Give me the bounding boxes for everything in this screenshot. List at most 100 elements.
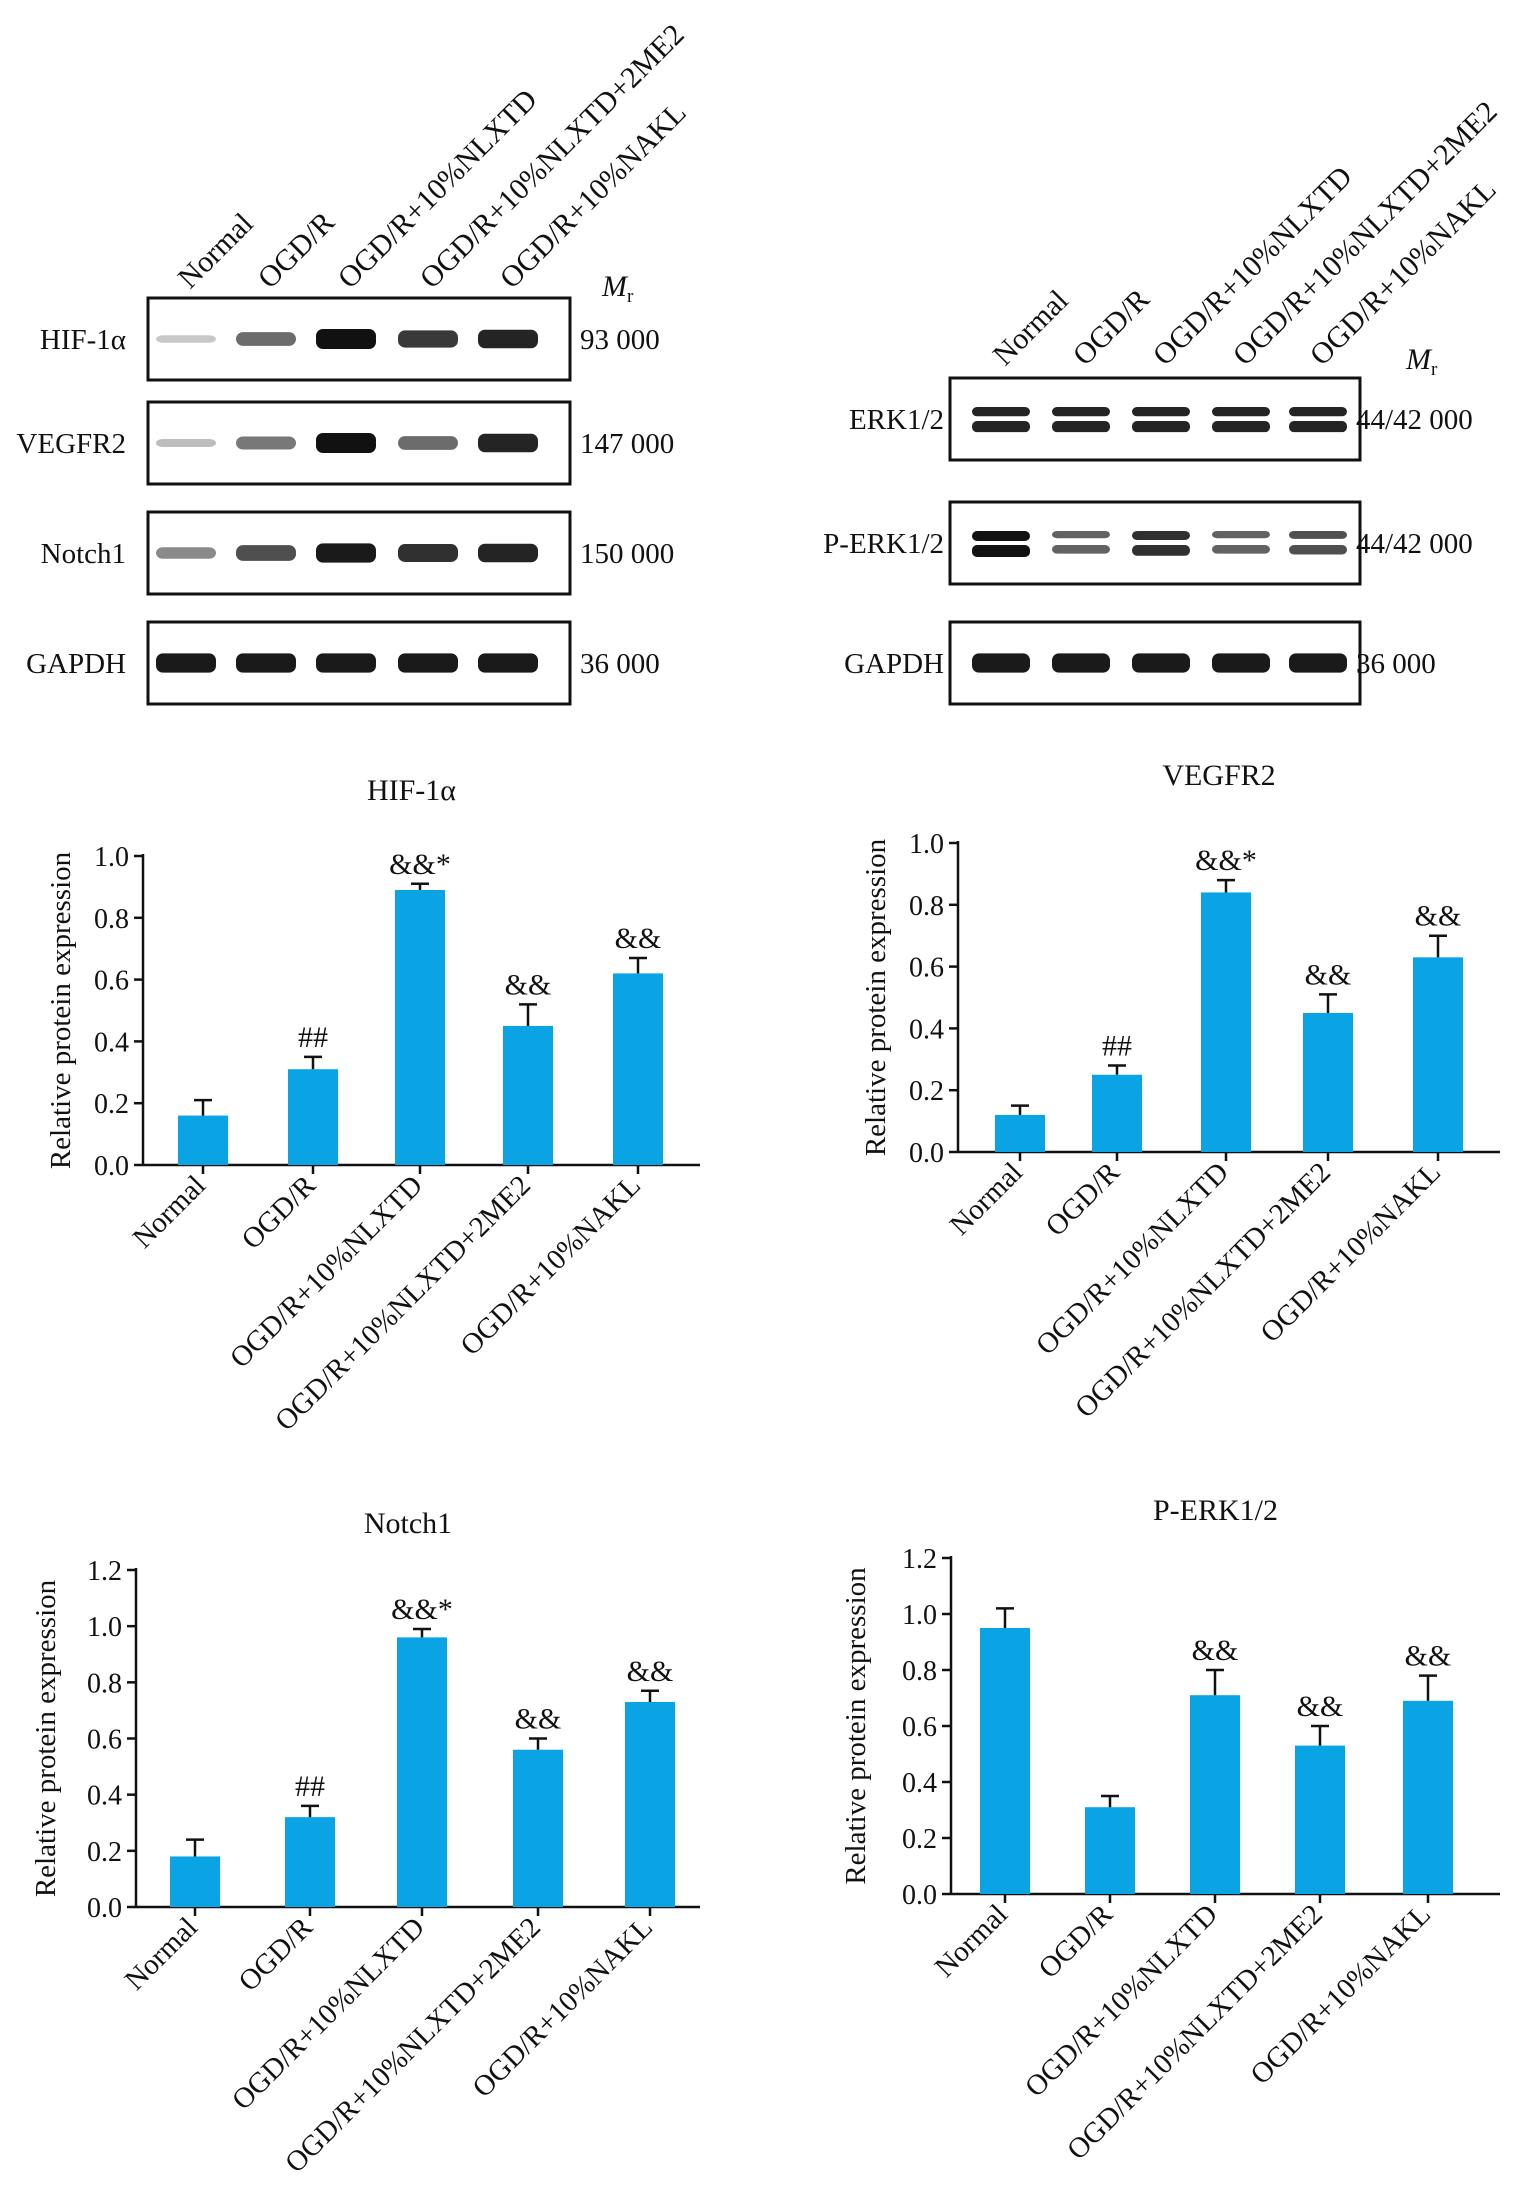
- blot-band: [478, 543, 538, 563]
- blot-band: [1289, 531, 1347, 539]
- blot-band: [316, 329, 376, 349]
- blot-band: [1212, 653, 1270, 673]
- chart-title: HIF-1α: [367, 774, 456, 807]
- molecular-weight: 36 000: [1356, 648, 1436, 680]
- significance-label: &&: [627, 1655, 674, 1688]
- y-axis-label: Relative protein expression: [30, 1579, 62, 1897]
- blot-band: [1052, 421, 1110, 433]
- bar: [285, 1817, 335, 1907]
- y-tick-label: 0.6: [94, 966, 129, 997]
- bar: [1201, 892, 1251, 1152]
- x-tick-label: OGD/R: [233, 1911, 320, 1998]
- y-axis-label: Relative protein expression: [840, 1567, 872, 1885]
- blot-row: GAPDH 36 000: [844, 620, 1436, 706]
- y-tick-label: 0.6: [909, 953, 944, 984]
- x-tick-label: OGD/R: [1033, 1898, 1120, 1985]
- y-tick-label: 0.6: [902, 1712, 937, 1743]
- y-tick-label: 0.4: [909, 1014, 944, 1045]
- blot-band: [236, 653, 296, 673]
- mr-header: Mr: [601, 270, 634, 307]
- blot-row: P-ERK1/2 44/42 000: [823, 500, 1473, 586]
- significance-label: &&: [515, 1703, 562, 1736]
- y-axis-label: Relative protein expression: [45, 851, 77, 1169]
- blot-band: [156, 438, 216, 448]
- western-blot-panel: NormalOGD/ROGD/R+10%NLXTDOGD/R+10%NLXTD+…: [823, 95, 1504, 706]
- blot-row: Notch1 150 000: [41, 510, 674, 596]
- bar: [395, 889, 445, 1165]
- y-tick-label: 0.2: [94, 1089, 129, 1120]
- bar: [1403, 1700, 1453, 1894]
- y-tick-label: 0.6: [87, 1725, 122, 1756]
- blot-band: [1212, 531, 1270, 539]
- x-tick-label: OGD/R+10%NLXTD: [226, 1911, 431, 2116]
- x-tick-label: Normal: [929, 1898, 1014, 1983]
- y-tick-label: 0.0: [909, 1138, 944, 1169]
- molecular-weight: 147 000: [580, 428, 674, 460]
- molecular-weight: 93 000: [580, 324, 660, 356]
- significance-label: &&*: [391, 1593, 453, 1626]
- blot-band: [1132, 407, 1190, 417]
- blot-frame: [948, 500, 1362, 586]
- blot-band: [1132, 421, 1190, 433]
- protein-label: GAPDH: [26, 648, 126, 680]
- y-tick-label: 1.2: [902, 1544, 937, 1575]
- blot-band: [1052, 407, 1110, 417]
- x-tick-label: OGD/R: [1040, 1156, 1127, 1243]
- molecular-weight: 44/42 000: [1356, 528, 1473, 560]
- significance-label: &&: [505, 968, 552, 1001]
- bar: [1303, 1012, 1353, 1152]
- molecular-weight: 150 000: [580, 538, 674, 570]
- molecular-weight: 36 000: [580, 648, 660, 680]
- blot-band: [1052, 653, 1110, 673]
- blot-row: HIF-1α 93 000: [40, 296, 660, 382]
- bar: [1295, 1745, 1345, 1894]
- blot-frame: [948, 376, 1362, 462]
- bar: [170, 1856, 220, 1907]
- y-axis-label: Relative protein expression: [860, 838, 892, 1156]
- bar: [513, 1749, 563, 1907]
- blot-band: [1052, 531, 1110, 539]
- x-tick-label: OGD/R+10%NAKL: [1254, 1156, 1447, 1349]
- significance-label: &&: [1305, 958, 1352, 991]
- blot-band: [972, 653, 1030, 673]
- blot-band: [1132, 545, 1190, 556]
- blot-band: [236, 545, 296, 561]
- blot-band: [1289, 545, 1347, 555]
- significance-label: &&*: [389, 848, 451, 881]
- bar-chart: VEGFR2 Relative protein expression 0.0 0.2 0…: [860, 759, 1500, 1424]
- lane-label: Normal: [987, 284, 1075, 372]
- significance-label: ##: [1102, 1029, 1132, 1062]
- bar: [1413, 957, 1463, 1152]
- blot-band: [478, 653, 538, 673]
- protein-label: HIF-1α: [40, 324, 126, 356]
- blot-band: [398, 436, 458, 450]
- significance-label: &&*: [1195, 844, 1257, 877]
- significance-label: &&: [1192, 1634, 1239, 1667]
- blot-band: [1052, 545, 1110, 554]
- blot-band: [1289, 407, 1347, 417]
- blot-band: [236, 332, 296, 346]
- bar: [613, 973, 663, 1165]
- significance-label: &&: [615, 922, 662, 955]
- blot-band: [972, 421, 1030, 433]
- x-tick-label: OGD/R+10%NAKL: [454, 1169, 647, 1362]
- chart-title: Notch1: [364, 1507, 452, 1540]
- protein-label: VEGFR2: [16, 428, 126, 460]
- western-blot-panel: NormalOGD/ROGD/R+10%NLXTDOGD/R+10%NLXTD+…: [16, 18, 693, 706]
- blot-band: [156, 653, 216, 673]
- bar-chart: Notch1 Relative protein expression 0.0 0.2 0…: [30, 1507, 700, 2179]
- blot-band: [1289, 421, 1347, 433]
- y-tick-label: 0.0: [902, 1880, 937, 1911]
- bar: [1190, 1695, 1240, 1894]
- blot-band: [1212, 407, 1270, 417]
- y-tick-label: 0.2: [902, 1824, 937, 1855]
- blot-band: [316, 543, 376, 563]
- blot-band: [398, 653, 458, 673]
- bar: [1085, 1807, 1135, 1894]
- chart-title: P-ERK1/2: [1153, 1494, 1278, 1527]
- y-tick-label: 0.8: [902, 1656, 937, 1687]
- y-tick-label: 1.0: [909, 829, 944, 860]
- y-tick-label: 0.0: [87, 1893, 122, 1924]
- blot-row: GAPDH 36 000: [26, 620, 660, 706]
